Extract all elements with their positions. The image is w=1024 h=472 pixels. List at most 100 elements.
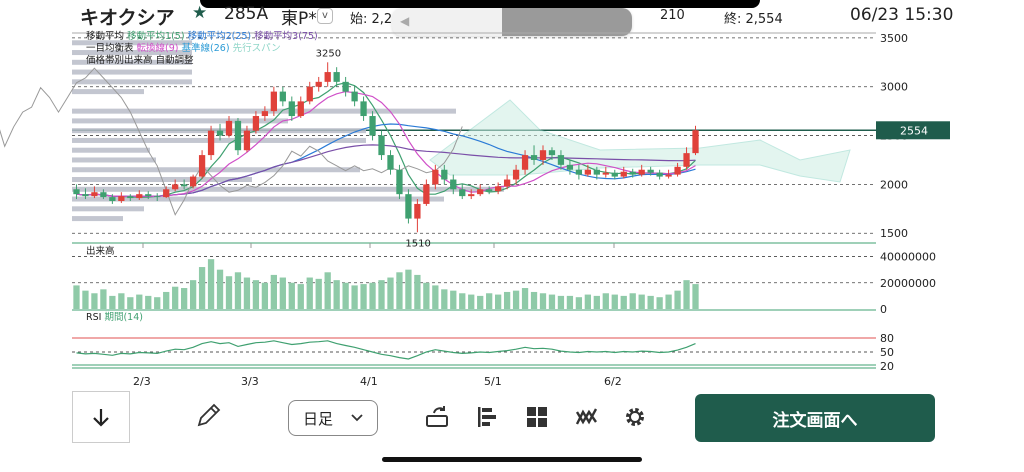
volume-bar: [288, 282, 295, 309]
legend-ma: 移動平均 移動平均1(5) 移動平均2(25) 移動平均3(75): [86, 31, 318, 43]
volume-bar: [82, 290, 89, 309]
volume-bar: [154, 297, 161, 309]
volume-bar: [145, 295, 152, 309]
candle-body: [91, 192, 98, 197]
volume-bar: [503, 291, 511, 309]
volume-bar: [127, 297, 134, 309]
bottom-toolbar: 日足 注文画面へ: [0, 388, 1024, 448]
volume-profile-bar: [72, 137, 366, 143]
rsi-panel-legend: RSI 期間(14): [86, 312, 143, 324]
volume-bar: [530, 291, 538, 309]
volume-profile-bar: [72, 196, 444, 202]
legend-kijun: 基準線(26): [181, 43, 230, 54]
candle-body: [82, 194, 89, 197]
volume-profile-bar: [72, 206, 144, 212]
volume-bar: [692, 284, 699, 309]
draw-tool-button[interactable]: [192, 400, 224, 432]
volume-bar: [521, 288, 529, 309]
favorite-star-icon[interactable]: ★: [192, 3, 208, 23]
x-tick-label: 5/1: [484, 375, 502, 388]
volume-bar: [575, 297, 583, 309]
technical-indicator-button[interactable]: [572, 402, 602, 432]
candle-body: [602, 172, 609, 175]
candle-body: [503, 179, 511, 187]
volume-bar: [261, 282, 269, 309]
volume-bar: [351, 285, 358, 309]
candle-body: [145, 194, 152, 197]
candle-body: [324, 72, 331, 82]
candle-body: [306, 86, 313, 102]
stock-code: 285A: [224, 4, 269, 24]
market-label[interactable]: 東P*: [281, 9, 317, 29]
volume-bar: [189, 280, 197, 309]
stock-name: キオクシア: [80, 7, 175, 29]
price-tick-label: 1500: [880, 227, 908, 240]
volume-profile-bar: [72, 118, 288, 124]
volume-profile-bar: [72, 167, 360, 173]
candle-body: [234, 120, 242, 151]
settings-button[interactable]: [620, 402, 650, 432]
chart-area[interactable]: 3500300025002000150025543250151040000000…: [0, 0, 1024, 388]
x-tick-label: 4/1: [360, 375, 378, 388]
market-chevron-icon[interactable]: v: [317, 8, 333, 24]
candle-body: [683, 153, 690, 167]
volume-panel-title: 出来高: [86, 246, 115, 257]
layout-grid-button[interactable]: [522, 402, 552, 432]
rotate-screen-icon: [426, 406, 448, 427]
candle-body: [450, 179, 457, 190]
legend-tenkan: 転換線(9): [136, 43, 179, 54]
volume-bar: [207, 259, 215, 309]
candle-body: [512, 169, 520, 180]
volume-bar: [441, 289, 448, 309]
volume-bar: [512, 290, 520, 309]
candle-body: [477, 189, 484, 195]
x-tick-label: 6/2: [604, 375, 622, 388]
volume-bar: [450, 290, 457, 309]
candle-body: [468, 194, 475, 197]
period-select[interactable]: 日足: [288, 400, 378, 436]
candle-body: [674, 166, 681, 175]
volume-profile-bar: [72, 157, 156, 163]
candle-body: [342, 81, 349, 92]
candle-body: [252, 116, 260, 131]
candle-body: [530, 155, 538, 160]
order-screen-button[interactable]: 注文画面へ: [695, 394, 935, 442]
volume-bar: [198, 267, 206, 309]
candle-body: [656, 172, 663, 177]
volume-bar: [638, 294, 645, 309]
volume-bar: [225, 276, 233, 309]
candle-body: [270, 91, 277, 112]
volume-bar: [279, 277, 286, 309]
open-price: 始: 2,2: [350, 12, 393, 27]
legend-senko: 先行スパン: [232, 43, 281, 54]
candle-body: [360, 101, 367, 117]
volume-bar: [360, 284, 367, 309]
legend-ichimoku: 一目均衡表 転換線(9) 基準線(26) 先行スパン: [86, 43, 281, 55]
volume-bar: [234, 272, 242, 309]
volume-profile-bar: [72, 59, 192, 65]
volume-bar: [342, 282, 349, 309]
volume-profile-bar: [72, 50, 192, 56]
candle-body: [611, 172, 618, 177]
candle-body: [647, 169, 654, 173]
legend-ma2: 移動平均2(25): [187, 31, 252, 42]
ichimoku-cloud: [429, 99, 851, 183]
volume-bar: [396, 272, 403, 309]
legend-ma1: 移動平均1(5): [127, 31, 185, 42]
volume-bar: [477, 295, 484, 309]
indicator-bars-button[interactable]: [472, 402, 502, 432]
bar-list-icon: [478, 407, 496, 427]
volume-level-bar: [502, 8, 632, 36]
rotate-screen-button[interactable]: [422, 402, 452, 432]
candle-body: [441, 169, 448, 180]
candle-body: [100, 192, 107, 198]
volume-bar: [414, 274, 421, 309]
price-tick-label: 3500: [880, 32, 908, 45]
volume-bar: [252, 280, 260, 309]
candle-body: [387, 155, 394, 170]
price-tick-label: 3000: [880, 81, 908, 94]
scroll-down-button[interactable]: [72, 391, 130, 443]
legend-ichimoku-title: 一目均衡表: [86, 43, 134, 54]
device-notch: [200, 0, 760, 8]
chevron-down-icon: [351, 414, 363, 422]
